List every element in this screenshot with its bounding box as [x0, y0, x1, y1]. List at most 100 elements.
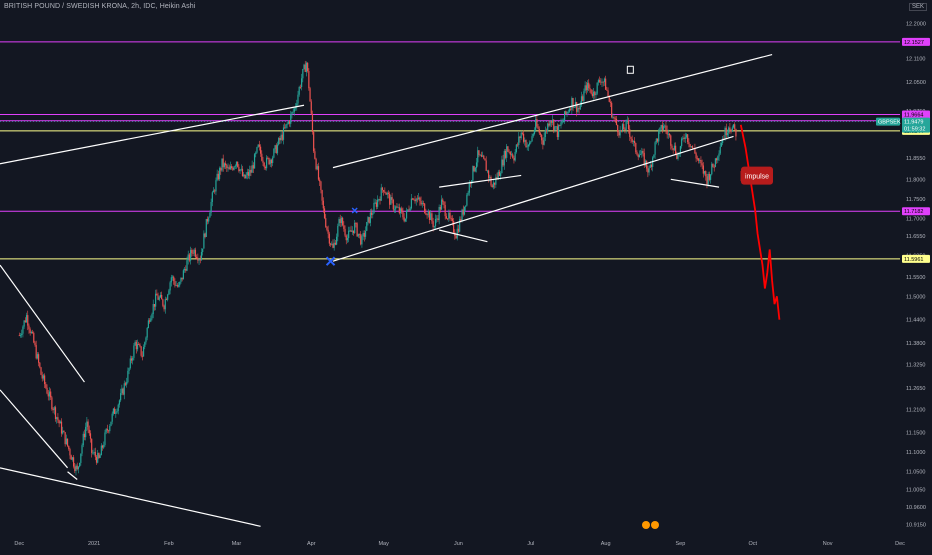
candle-body	[268, 158, 270, 165]
candle-body	[508, 151, 510, 153]
candle-body	[618, 132, 620, 136]
candle-body	[630, 136, 632, 139]
candle-body	[150, 318, 152, 322]
candle-body	[631, 138, 633, 142]
candle-body	[63, 430, 65, 433]
candle-body	[57, 417, 59, 421]
candle-body	[430, 213, 432, 221]
candle-body	[428, 211, 431, 221]
candle-body	[25, 315, 28, 323]
candle-body	[71, 457, 73, 460]
candle-body	[539, 133, 542, 135]
candle-body	[222, 158, 224, 168]
event-icon	[642, 521, 650, 529]
candle-body	[146, 327, 148, 338]
candle-body	[538, 128, 540, 134]
x-tick-label: Jul	[527, 541, 534, 547]
candle-body	[703, 171, 706, 174]
candle-body	[582, 96, 584, 102]
candle-body	[320, 181, 322, 191]
candle-body	[643, 152, 645, 166]
candle-body	[93, 451, 95, 453]
candle-body	[313, 132, 315, 152]
candle-body	[45, 384, 47, 388]
candle-body	[190, 249, 192, 261]
candle-body	[322, 200, 324, 209]
candle-body	[547, 123, 549, 132]
candle-body	[356, 223, 358, 237]
candle-body	[602, 81, 604, 83]
candle-body	[94, 451, 96, 457]
candle-body	[561, 122, 563, 124]
candle-body	[572, 98, 574, 108]
x-marker	[351, 207, 358, 214]
candle-body	[448, 212, 450, 219]
candle-body	[301, 78, 303, 88]
candle-body	[551, 119, 554, 123]
candle-body	[372, 213, 374, 215]
candle-body	[691, 146, 694, 149]
candle-body	[193, 249, 195, 254]
candle-body	[159, 294, 162, 298]
candle-body	[274, 145, 276, 149]
candle-body	[65, 438, 67, 445]
y-tick-label: 11.8000	[906, 177, 925, 183]
candle-body	[345, 235, 347, 241]
candle-body	[473, 166, 475, 172]
candle-body	[456, 228, 458, 239]
candle-body	[455, 235, 457, 239]
candle-body	[115, 412, 117, 414]
candle-body	[39, 362, 41, 368]
candle-body	[238, 166, 240, 172]
x-tick-label: Sep	[676, 541, 686, 547]
candle-body	[200, 252, 203, 261]
candle-body	[176, 285, 178, 287]
candle-body	[424, 203, 426, 213]
candle-body	[467, 192, 469, 195]
candle-body	[670, 135, 672, 146]
candle-body	[135, 341, 137, 350]
candle-body	[431, 213, 433, 222]
candle-body	[553, 119, 555, 131]
candle-body	[694, 148, 696, 154]
candle-body	[612, 117, 614, 119]
candle-body	[100, 445, 102, 456]
candle-body	[358, 233, 361, 235]
candle-body	[278, 138, 280, 145]
candle-body	[461, 209, 463, 222]
candle-body	[203, 233, 205, 249]
candle-body	[70, 455, 72, 460]
candle-body	[713, 166, 715, 168]
candle-body	[714, 158, 717, 168]
candle-body	[734, 124, 736, 129]
candle-body	[615, 118, 618, 125]
candle-body	[44, 375, 46, 385]
candle-body	[527, 144, 530, 147]
candle-body	[246, 172, 248, 176]
candle-body	[339, 219, 341, 223]
current-price-tag	[902, 117, 930, 133]
candle-body	[695, 153, 697, 159]
candle-body	[422, 202, 425, 204]
candle-body	[620, 130, 622, 131]
candle-body	[681, 138, 683, 147]
candle-body	[273, 148, 275, 158]
candle-body	[165, 299, 168, 300]
candle-body	[451, 218, 454, 222]
candle-body	[542, 140, 544, 145]
candle-body	[665, 125, 667, 130]
candle-body	[311, 113, 314, 133]
candle-body	[326, 226, 328, 230]
candle-body	[263, 162, 265, 167]
candle-body	[549, 120, 551, 126]
candle-body	[81, 445, 83, 454]
candle-body	[640, 154, 642, 156]
candle-body	[138, 344, 140, 345]
trend-line	[670, 178, 720, 188]
candle-body	[355, 222, 357, 224]
candle-body	[354, 222, 356, 234]
candle-body	[303, 64, 305, 70]
candle-body	[380, 187, 382, 201]
